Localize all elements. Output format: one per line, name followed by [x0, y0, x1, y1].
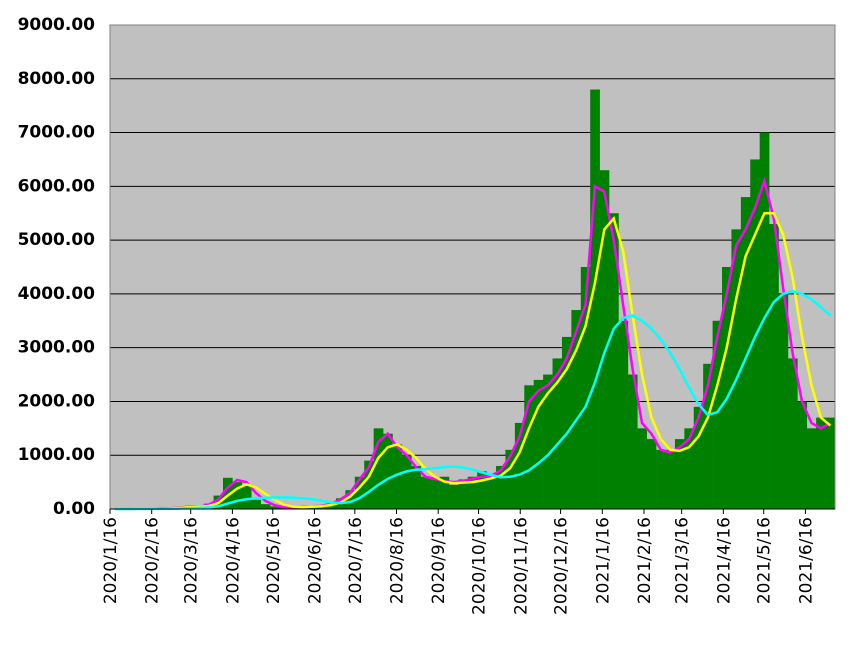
- x-tick-label: 2021/4/16: [714, 517, 734, 604]
- bar: [807, 428, 817, 509]
- bar: [779, 294, 789, 509]
- bar: [534, 380, 544, 509]
- y-tick-label: 6000.00: [18, 176, 96, 196]
- bar: [816, 418, 826, 509]
- x-tick-label: 2020/6/16: [305, 517, 325, 604]
- bar: [251, 500, 261, 509]
- bar: [421, 477, 431, 509]
- bar: [261, 504, 271, 509]
- bar: [637, 428, 647, 509]
- bar: [788, 358, 798, 509]
- x-tick-label: 2021/6/16: [796, 517, 816, 604]
- x-tick-label: 2021/1/16: [593, 517, 613, 604]
- x-tick-label: 2020/3/16: [182, 517, 202, 604]
- bar: [449, 485, 459, 509]
- x-tick-label: 2020/10/16: [470, 517, 490, 615]
- bar: [505, 450, 515, 509]
- x-tick-label: 2020/9/16: [429, 517, 449, 604]
- y-tick-label: 3000.00: [18, 338, 96, 358]
- y-tick-label: 7000.00: [18, 123, 96, 143]
- bar: [666, 450, 676, 509]
- y-tick-label: 1000.00: [18, 445, 96, 465]
- x-tick-label: 2020/7/16: [346, 517, 366, 604]
- bar: [647, 439, 657, 509]
- y-tick-label: 9000.00: [18, 15, 96, 35]
- x-tick-label: 2020/1/16: [101, 517, 121, 604]
- x-tick-label: 2021/2/16: [635, 517, 655, 604]
- x-tick-label: 2020/4/16: [223, 517, 243, 604]
- bar: [826, 418, 836, 509]
- bar: [797, 401, 807, 509]
- y-tick-label: 0.00: [53, 499, 95, 519]
- bar: [402, 455, 412, 509]
- x-tick-label: 2020/8/16: [388, 517, 408, 604]
- x-tick-label: 2020/11/16: [511, 517, 531, 615]
- bar: [769, 224, 779, 509]
- y-tick-label: 4000.00: [18, 284, 96, 304]
- y-tick-label: 8000.00: [18, 69, 96, 89]
- bar: [242, 486, 252, 509]
- x-tick-label: 2020/5/16: [264, 517, 284, 604]
- x-tick-label: 2021/5/16: [755, 517, 775, 604]
- x-tick-label: 2020/2/16: [143, 517, 163, 604]
- x-tick-label: 2021/3/16: [673, 517, 693, 604]
- bar: [600, 170, 610, 509]
- bar: [656, 450, 666, 509]
- y-tick-label: 5000.00: [18, 230, 96, 250]
- bar: [618, 321, 628, 509]
- x-tick-label: 2020/12/16: [552, 517, 572, 615]
- bar: [430, 479, 440, 509]
- y-tick-label: 2000.00: [18, 391, 96, 411]
